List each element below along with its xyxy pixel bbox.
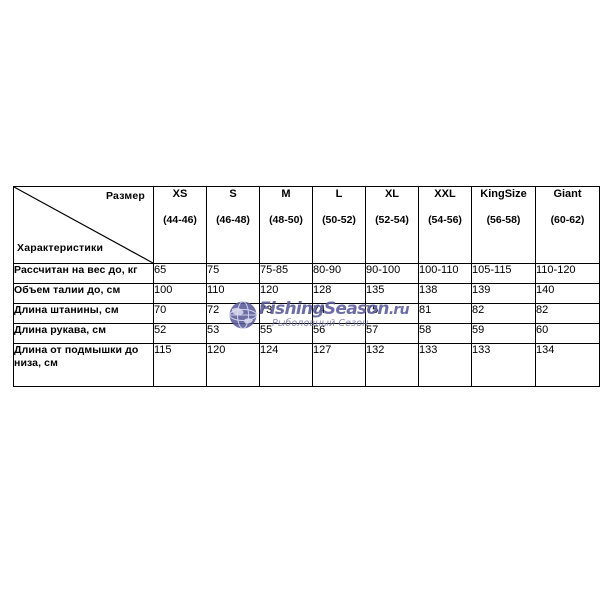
row-label-waist: Объем талии до, см (13, 283, 154, 304)
cell-value: 74 (312, 303, 366, 324)
cell-value: 135 (365, 283, 419, 304)
column-header-s: S (46-48) (206, 186, 260, 264)
cell-value: 100 (153, 283, 207, 304)
column-header-giant: Giant (60-62) (535, 186, 600, 264)
cell-value: 120 (206, 343, 260, 387)
cell-value: 120 (259, 283, 313, 304)
cell-value: 139 (471, 283, 536, 304)
cell-value: 65 (153, 263, 207, 284)
column-header-abbr: XL (384, 188, 400, 200)
column-header-abbr: Giant (553, 188, 582, 200)
cell-value: 110 (206, 283, 260, 304)
cell-value: 72 (206, 303, 260, 324)
cell-value: 128 (312, 283, 366, 304)
cell-value: 57 (365, 323, 419, 344)
column-header-xxl: XXL (54-56) (418, 186, 472, 264)
column-header-m: M (48-50) (259, 186, 313, 264)
column-header-range: (44-46) (163, 214, 197, 226)
table-row: Длина рукава, см 52 53 55 56 57 58 59 60 (13, 323, 600, 344)
column-header-abbr: XXL (434, 188, 456, 200)
column-header-range: (46-48) (216, 214, 250, 226)
cell-value: 60 (535, 323, 600, 344)
cell-value: 80-90 (312, 263, 366, 284)
table-body: Рассчитан на вес до, кг 65 75 75-85 80-9… (13, 263, 600, 387)
cell-value: 75 (206, 263, 260, 284)
column-header-abbr: KingSize (480, 188, 527, 200)
cell-value: 105-115 (471, 263, 536, 284)
cell-value: 82 (535, 303, 600, 324)
cell-value: 124 (259, 343, 313, 387)
cell-value: 90-100 (365, 263, 419, 284)
column-header-xs: XS (44-46) (153, 186, 207, 264)
column-header-l: L (50-52) (312, 186, 366, 264)
cell-value: 58 (418, 323, 472, 344)
corner-label-characteristics: Характеристики (17, 242, 104, 254)
cell-value: 55 (259, 323, 313, 344)
cell-value: 100-110 (418, 263, 472, 284)
cell-value: 75 (365, 303, 419, 324)
table-row: Длина штанины, см 70 72 73 74 75 81 82 8… (13, 303, 600, 324)
cell-value: 59 (471, 323, 536, 344)
cell-value: 53 (206, 323, 260, 344)
cell-value: 134 (535, 343, 600, 387)
table-row: Объем талии до, см 100 110 120 128 135 1… (13, 283, 600, 304)
cell-value: 75-85 (259, 263, 313, 284)
size-chart-container: Размер Характеристики XS (44-46) S (46-4… (13, 186, 600, 387)
size-chart-table: Размер Характеристики XS (44-46) S (46-4… (13, 186, 600, 387)
table-row: Рассчитан на вес до, кг 65 75 75-85 80-9… (13, 263, 600, 284)
cell-value: 127 (312, 343, 366, 387)
cell-value: 115 (153, 343, 207, 387)
corner-label-size: Размер (105, 190, 145, 202)
column-header-range: (52-54) (375, 214, 409, 226)
row-label-weight: Рассчитан на вес до, кг (13, 263, 154, 284)
table-row: Длина от подмышки до низа, см 115 120 12… (13, 343, 600, 387)
header-row: Размер Характеристики XS (44-46) S (46-4… (13, 186, 600, 264)
column-header-abbr: M (281, 188, 291, 200)
column-header-abbr: S (229, 188, 237, 200)
cell-value: 56 (312, 323, 366, 344)
column-header-range: (48-50) (269, 214, 303, 226)
column-header-abbr: XS (172, 188, 188, 200)
row-label-inseam: Длина штанины, см (13, 303, 154, 324)
cell-value: 138 (418, 283, 472, 304)
column-header-range: (56-58) (486, 214, 521, 226)
cell-value: 70 (153, 303, 207, 324)
column-header-xl: XL (52-54) (365, 186, 419, 264)
column-header-range: (60-62) (550, 214, 585, 226)
cell-value: 132 (365, 343, 419, 387)
cell-value: 81 (418, 303, 472, 324)
row-label-armpit-to-bottom: Длина от подмышки до низа, см (13, 343, 154, 387)
column-header-abbr: L (335, 188, 343, 200)
column-header-range: (50-52) (322, 214, 356, 226)
cell-value: 52 (153, 323, 207, 344)
row-label-sleeve: Длина рукава, см (13, 323, 154, 344)
column-header-kingsize: KingSize (56-58) (471, 186, 536, 264)
cell-value: 82 (471, 303, 536, 324)
corner-header-cell: Размер Характеристики (13, 186, 154, 264)
cell-value: 133 (418, 343, 472, 387)
cell-value: 110-120 (535, 263, 600, 284)
cell-value: 73 (259, 303, 313, 324)
cell-value: 140 (535, 283, 600, 304)
cell-value: 133 (471, 343, 536, 387)
table-header: Размер Характеристики XS (44-46) S (46-4… (13, 186, 600, 264)
column-header-range: (54-56) (428, 214, 462, 226)
